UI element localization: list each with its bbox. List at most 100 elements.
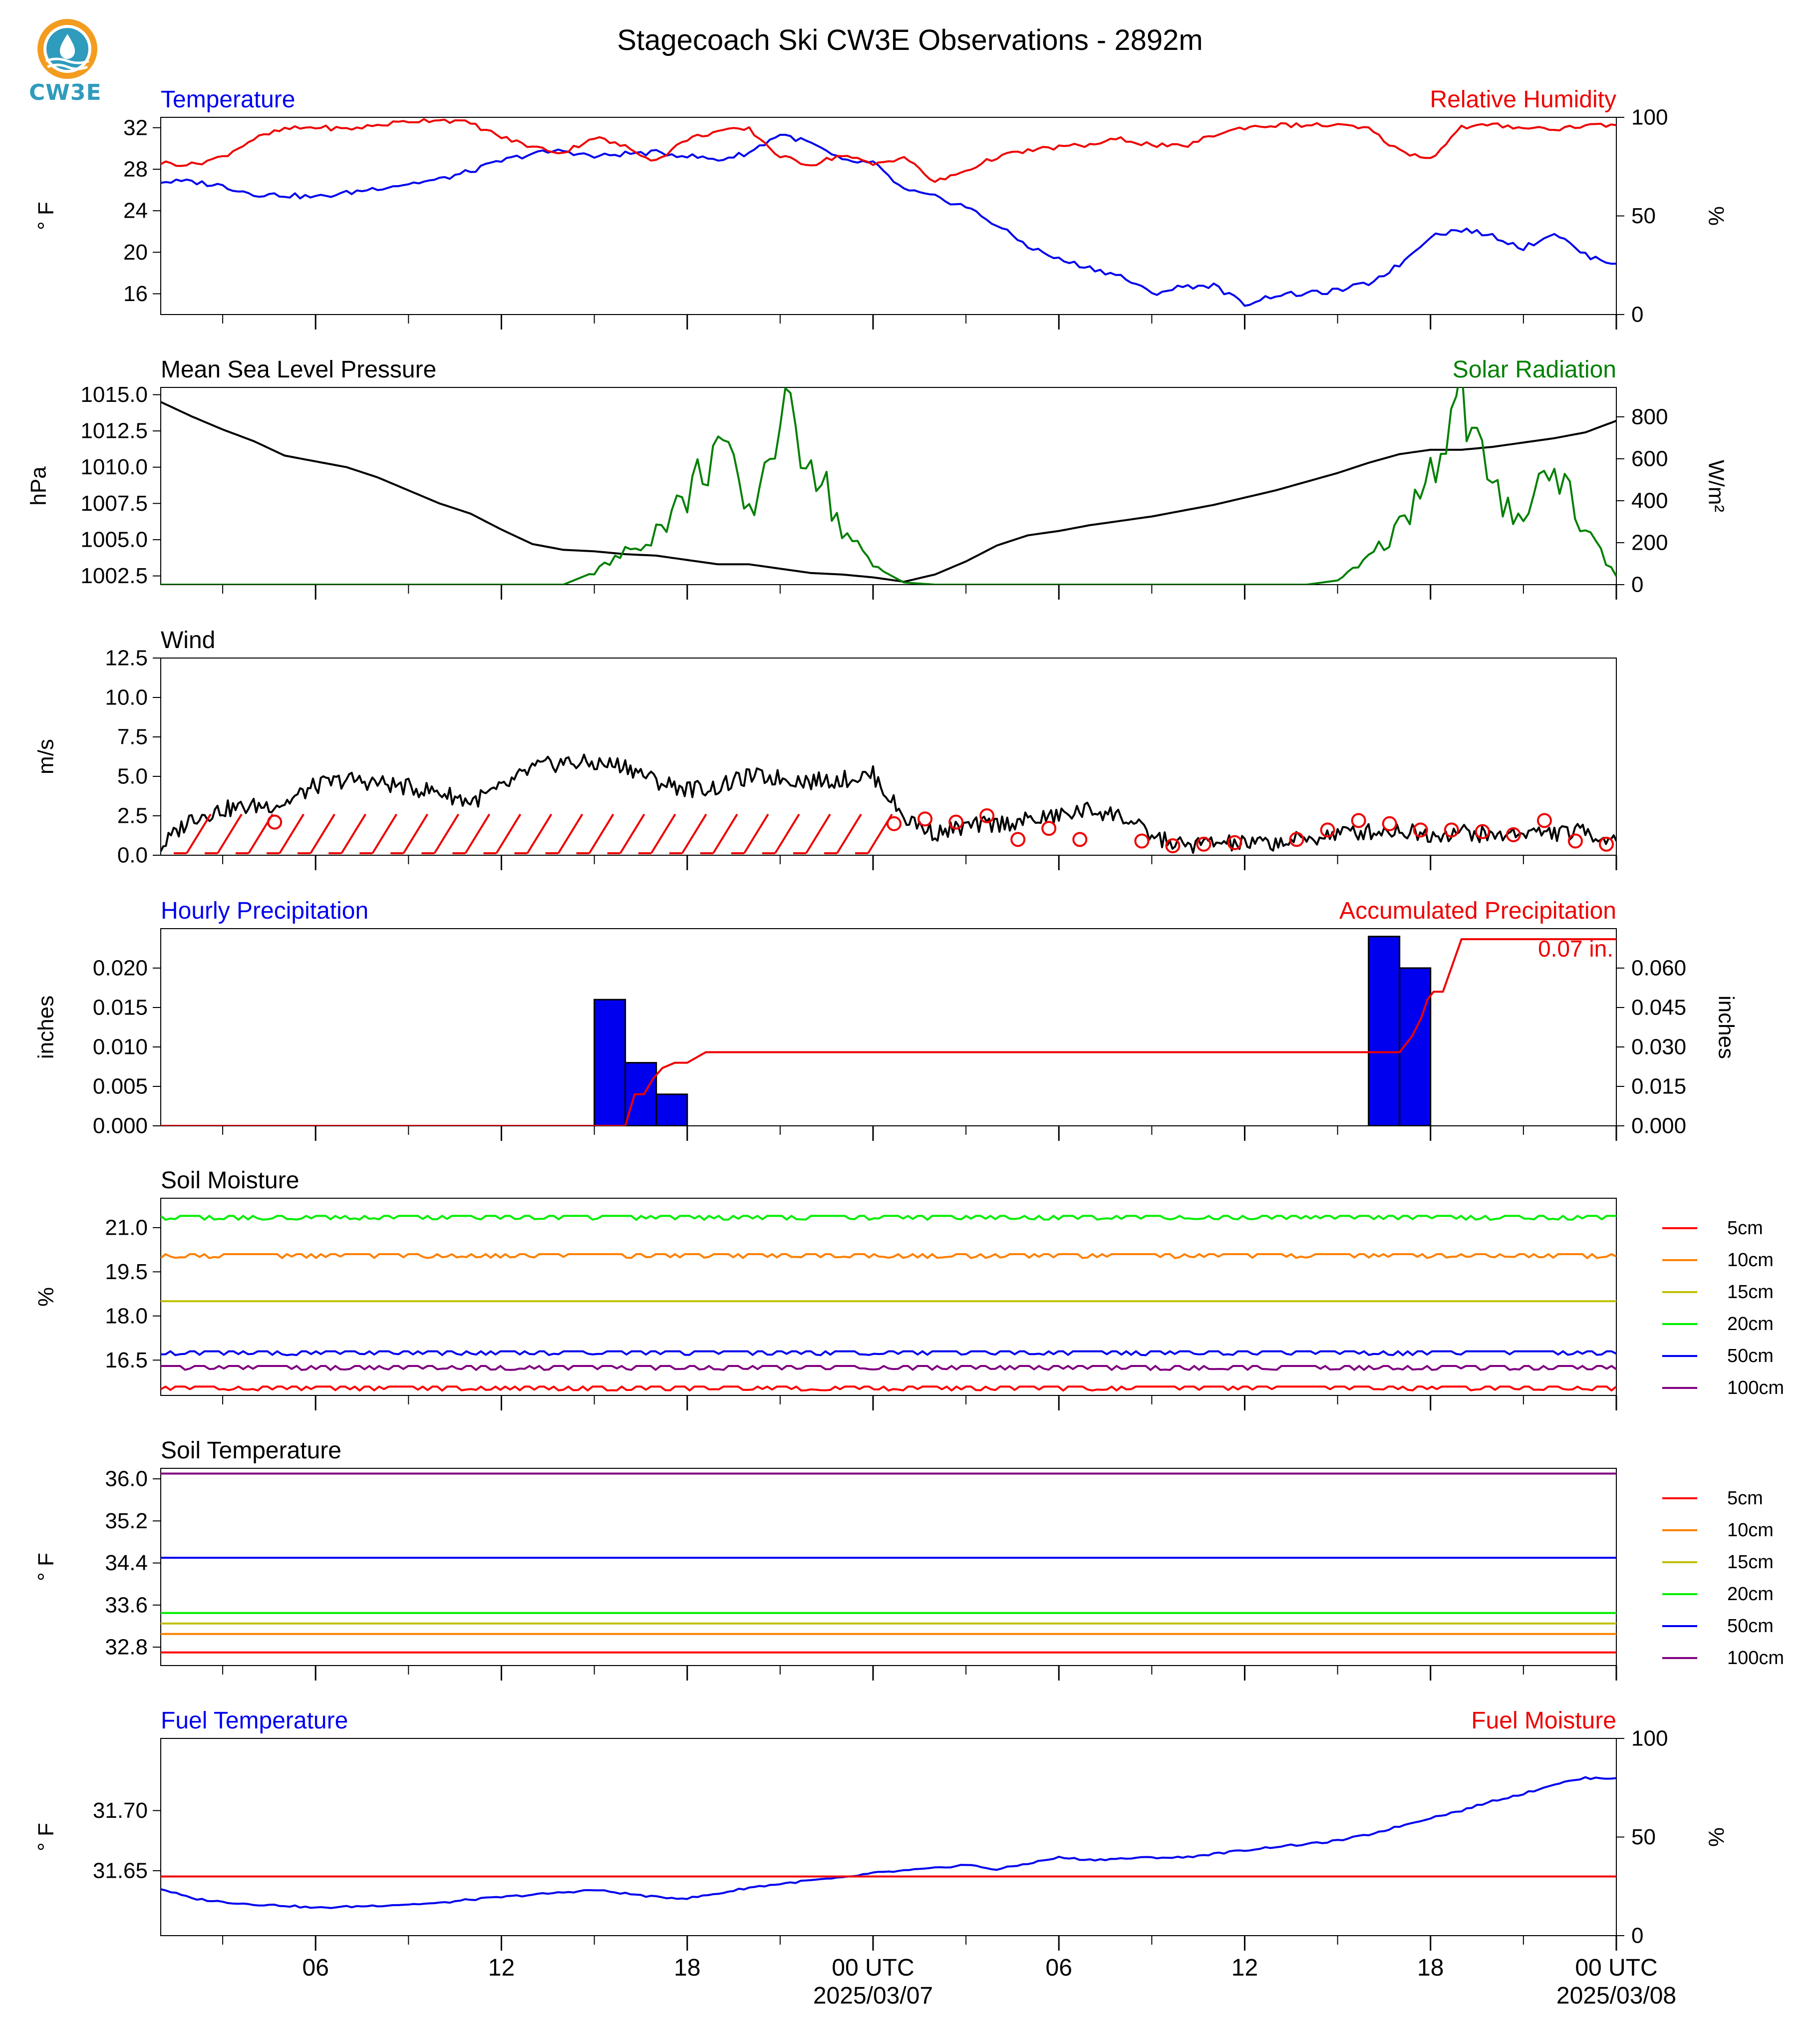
precip-bar xyxy=(1368,936,1401,1126)
calm-circle xyxy=(1320,822,1335,838)
panel-title-right: Relative Humidity xyxy=(1430,86,1616,113)
logo-text: CW3E xyxy=(29,80,102,105)
calm-circle xyxy=(1444,822,1459,838)
calm-circle xyxy=(1072,832,1088,847)
wind-barb xyxy=(712,813,738,854)
series-line-100cm xyxy=(161,1364,1616,1371)
y-right-tick-label: 50 xyxy=(1631,1825,1656,1849)
y-left-tick-label: 32 xyxy=(123,115,148,140)
calm-circle xyxy=(1413,822,1428,838)
y-right-tick-label: 100 xyxy=(1631,105,1668,130)
y-left-tick-label: 0.015 xyxy=(93,996,148,1020)
calm-circle xyxy=(1567,833,1583,849)
panel-frame xyxy=(160,387,1617,585)
legend-label: 10cm xyxy=(1727,1520,1774,1541)
wind-barb xyxy=(433,813,460,854)
precip-total-annotation: 0.07 in. xyxy=(1538,936,1613,962)
x-tick-date-label: 2025/03/08 xyxy=(1556,1983,1676,2009)
calm-circle xyxy=(1506,827,1521,842)
calm-circle xyxy=(267,814,283,830)
y-left-tick-label: 36.0 xyxy=(105,1467,148,1491)
cw3e-logo-icon xyxy=(37,19,97,79)
calm-circle xyxy=(917,811,933,827)
wind-barb xyxy=(217,813,243,854)
wind-barb xyxy=(774,813,800,854)
y-right-tick-label: 0 xyxy=(1631,303,1643,327)
series-line-10cm xyxy=(161,1253,1616,1260)
series-line-mean-sea-level-pressure xyxy=(161,401,1616,583)
y-left-tick-label: 1010.0 xyxy=(80,455,148,479)
y-left-tick-label: 34.4 xyxy=(105,1551,148,1575)
y-left-tick-label: 7.5 xyxy=(117,725,148,749)
y-left-tick-label: 0.010 xyxy=(93,1035,148,1059)
panel-title-left: Hourly Precipitation xyxy=(161,898,368,924)
panel-precipitation xyxy=(153,928,1624,1141)
wind-barb xyxy=(805,813,831,854)
y-left-axis-label: ° F xyxy=(34,1553,58,1581)
wind-barb xyxy=(186,813,212,854)
x-tick-label: 00 UTC xyxy=(1575,1955,1657,1981)
y-left-axis-label: m/s xyxy=(34,739,58,774)
calm-circle xyxy=(1010,832,1026,847)
calm-circle xyxy=(948,814,964,830)
panel-frame xyxy=(160,1468,1617,1666)
legend-label: 5cm xyxy=(1727,1218,1763,1239)
panel-title-left: Wind xyxy=(161,627,215,654)
calm-circle xyxy=(1165,838,1181,854)
series-line-accumulated-precipitation xyxy=(161,938,1616,1126)
calm-circle xyxy=(1382,816,1397,831)
wind-barb xyxy=(619,813,645,854)
y-right-tick-label: 400 xyxy=(1631,488,1668,513)
wind-barb xyxy=(309,813,335,854)
y-left-tick-label: 5.0 xyxy=(117,764,148,789)
wind-barb xyxy=(681,813,707,854)
series-line-temperature xyxy=(161,134,1616,307)
y-left-tick-label: 0.0 xyxy=(117,843,148,868)
wind-barb xyxy=(743,813,769,854)
panel-frame xyxy=(160,928,1617,1126)
panel-frame xyxy=(160,1198,1617,1396)
calm-circle xyxy=(1227,835,1242,850)
series-line-20cm xyxy=(161,1214,1616,1221)
panel-title-left: Soil Temperature xyxy=(161,1437,341,1464)
y-left-tick-label: 1002.5 xyxy=(80,564,148,588)
y-left-tick-label: 12.5 xyxy=(105,646,148,671)
y-left-tick-label: 31.70 xyxy=(93,1798,148,1823)
legend-label: 15cm xyxy=(1727,1552,1774,1573)
x-tick-label: 06 xyxy=(303,1955,329,1981)
panel-pressure_solar xyxy=(153,387,1624,600)
series-line-wind xyxy=(161,753,1616,854)
legend-label: 50cm xyxy=(1727,1346,1774,1366)
x-tick-label: 00 UTC xyxy=(832,1955,914,1981)
y-left-tick-label: 20 xyxy=(123,240,148,265)
y-left-tick-label: 21.0 xyxy=(105,1215,148,1240)
wind-barb xyxy=(557,813,584,854)
y-left-tick-label: 19.5 xyxy=(105,1260,148,1284)
cw3e-logo xyxy=(20,15,115,110)
precip-bar xyxy=(655,1093,688,1126)
plot-area xyxy=(161,118,1616,307)
wind-barb xyxy=(402,813,429,854)
y-left-tick-label: 16 xyxy=(123,282,148,306)
y-left-tick-label: 1007.5 xyxy=(80,491,148,516)
legend-label: 5cm xyxy=(1727,1488,1763,1509)
y-right-tick-label: 100 xyxy=(1631,1726,1668,1751)
panel-soil_temperature xyxy=(153,1468,1697,1681)
y-right-axis-label: % xyxy=(1704,1827,1729,1847)
calm-circle xyxy=(1134,833,1150,849)
calm-circle xyxy=(1289,832,1304,847)
wind-barb xyxy=(588,813,614,854)
y-left-tick-label: 31.65 xyxy=(93,1858,148,1883)
y-left-axis-label: % xyxy=(34,1287,58,1307)
wind-barb xyxy=(279,813,304,854)
x-tick-label: 18 xyxy=(674,1955,700,1981)
plot-area xyxy=(161,1776,1616,1909)
plot-area xyxy=(161,753,1616,854)
panel-title-left: Mean Sea Level Pressure xyxy=(161,356,436,383)
panel-title-right: Solar Radiation xyxy=(1453,356,1616,383)
wind-barb xyxy=(464,813,491,854)
plot-area xyxy=(161,387,1616,585)
legend-label: 15cm xyxy=(1727,1282,1774,1303)
wind-barb xyxy=(340,813,366,854)
